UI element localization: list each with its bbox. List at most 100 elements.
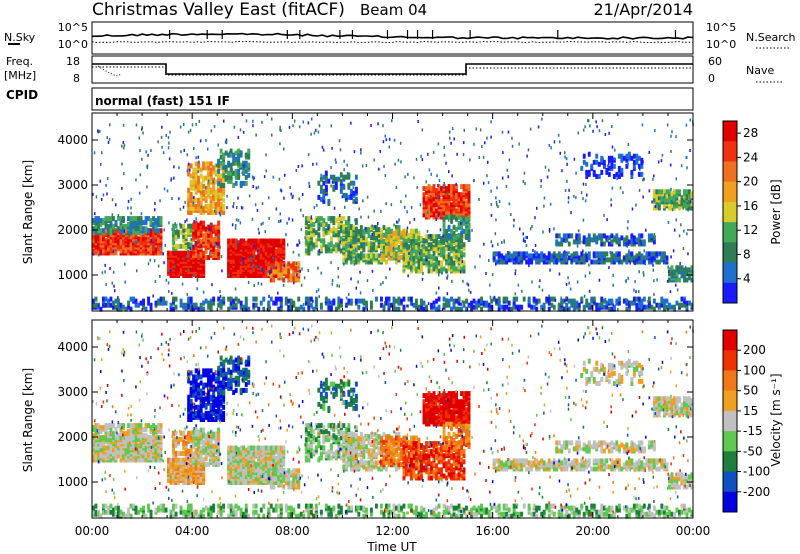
- power-cell: [219, 205, 223, 211]
- power-cell: [592, 296, 596, 302]
- power-cell: [412, 228, 416, 234]
- power-cell: [297, 306, 301, 312]
- power-cell: [412, 302, 416, 308]
- power-cell: [237, 172, 241, 178]
- power-cell: [412, 242, 416, 248]
- power-cell: [678, 199, 681, 205]
- power-cell: [626, 244, 628, 248]
- power-cell: [244, 152, 248, 158]
- power-cell: [96, 222, 99, 226]
- power-cell: [485, 272, 487, 275]
- power-cell: [495, 259, 499, 265]
- power-cell: [503, 239, 505, 243]
- power-cell: [565, 296, 568, 300]
- power-cell: [219, 213, 222, 217]
- power-cell: [602, 157, 604, 161]
- power-cell: [159, 220, 163, 226]
- noise-sky-trace: [91, 32, 694, 40]
- power-cell: [552, 251, 556, 257]
- power-cell: [284, 263, 288, 269]
- power-cell: [670, 149, 672, 153]
- power-cell: [565, 251, 569, 257]
- power-cell: [643, 177, 645, 181]
- power-cell: [347, 249, 351, 255]
- power-cell: [232, 183, 236, 188]
- power-cell: [673, 189, 676, 195]
- power-cell: [251, 175, 254, 179]
- power-cell: [380, 242, 383, 248]
- power-cell: [462, 184, 466, 190]
- power-cell: [177, 229, 181, 235]
- power-cell: [419, 203, 422, 207]
- power-cell: [534, 216, 536, 220]
- power-cell: [229, 152, 233, 158]
- power-cell: [462, 252, 466, 258]
- power-cell: [267, 261, 271, 267]
- power-cell: [457, 237, 461, 242]
- power-cell: [652, 177, 654, 181]
- power-cell: [342, 174, 346, 180]
- power-cell: [451, 174, 453, 178]
- power-cell: [572, 239, 576, 245]
- power-cell: [315, 128, 317, 132]
- power-cell: [375, 245, 378, 251]
- power-cell: [194, 228, 198, 234]
- nave-label: Nave: [746, 64, 774, 77]
- power-cell: [238, 167, 241, 171]
- power-cell: [197, 170, 199, 174]
- power-cell: [395, 186, 398, 189]
- power-cell: [309, 218, 313, 224]
- power-cell: [371, 224, 373, 228]
- power-cell: [467, 222, 471, 228]
- power-cell: [350, 277, 352, 281]
- power-cell: [474, 265, 476, 269]
- power-cell: [271, 133, 273, 137]
- power-cell: [302, 120, 305, 124]
- power-cell: [109, 220, 113, 226]
- power-cell: [445, 268, 449, 274]
- power-cell: [327, 224, 331, 230]
- power-cell: [149, 232, 153, 238]
- power-cell: [602, 304, 606, 310]
- power-cell: [337, 267, 339, 271]
- power-cell: [189, 306, 193, 312]
- power-cell: [162, 300, 166, 306]
- power-cell: [604, 298, 607, 301]
- power-cell: [607, 306, 611, 312]
- power-cell: [540, 184, 542, 188]
- power-cell: [172, 223, 176, 229]
- power-cell: [397, 225, 401, 231]
- power-cell: [367, 259, 371, 265]
- power-cell: [164, 300, 168, 306]
- power-cell: [104, 238, 108, 244]
- power-cell: [187, 205, 191, 211]
- power-cell: [99, 218, 103, 224]
- power-cell: [183, 123, 185, 126]
- power-cell: [587, 119, 589, 123]
- power-cell: [657, 259, 661, 265]
- power-cell: [354, 218, 358, 224]
- power-cell: [610, 163, 614, 169]
- power-cell: [210, 223, 212, 227]
- power-cell: [319, 222, 323, 228]
- power-cell: [457, 206, 461, 212]
- power-cell: [605, 251, 609, 257]
- power-cell: [673, 272, 676, 276]
- power-cell: [186, 218, 188, 222]
- power-cell: [267, 265, 271, 271]
- power-cell: [222, 210, 226, 215]
- power-cell: [179, 298, 183, 304]
- power-cell: [297, 243, 299, 247]
- power-cell: [357, 304, 361, 310]
- power-cell: [149, 228, 153, 234]
- power-cell: [160, 247, 163, 251]
- power-cell: [635, 302, 639, 308]
- power-cell: [344, 205, 346, 209]
- power-cell: [334, 246, 338, 252]
- power-cell: [331, 279, 334, 283]
- power-cell: [570, 298, 574, 304]
- power-cell: [532, 249, 534, 252]
- power-cell: [687, 208, 689, 212]
- power-cell: [375, 296, 378, 302]
- power-cell: [440, 260, 444, 266]
